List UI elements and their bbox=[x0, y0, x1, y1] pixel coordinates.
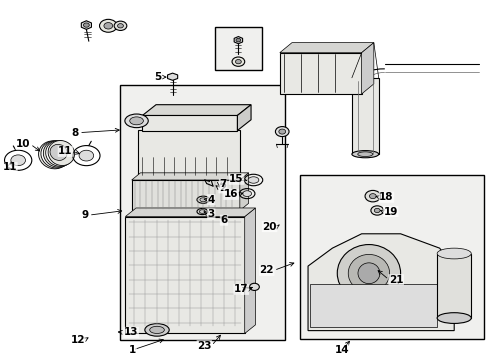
Ellipse shape bbox=[242, 191, 251, 197]
Text: 20: 20 bbox=[262, 222, 276, 231]
Polygon shape bbox=[239, 173, 248, 211]
Text: 22: 22 bbox=[259, 265, 273, 275]
Ellipse shape bbox=[129, 117, 143, 125]
Text: 12: 12 bbox=[70, 334, 85, 345]
Circle shape bbox=[278, 129, 285, 134]
Circle shape bbox=[370, 206, 383, 215]
Ellipse shape bbox=[200, 198, 206, 202]
Ellipse shape bbox=[436, 248, 470, 259]
Text: 15: 15 bbox=[229, 174, 243, 184]
Circle shape bbox=[79, 150, 94, 161]
Circle shape bbox=[104, 23, 112, 29]
Circle shape bbox=[117, 24, 123, 28]
Circle shape bbox=[83, 23, 89, 27]
Bar bbox=[351, 78, 378, 154]
Circle shape bbox=[11, 155, 25, 166]
Polygon shape bbox=[361, 42, 373, 94]
Circle shape bbox=[373, 208, 379, 213]
Circle shape bbox=[249, 283, 259, 291]
Circle shape bbox=[100, 19, 117, 32]
Ellipse shape bbox=[337, 244, 400, 302]
Text: 11: 11 bbox=[58, 146, 73, 156]
Bar bbox=[310, 284, 436, 327]
Text: 6: 6 bbox=[220, 215, 227, 225]
Text: 2: 2 bbox=[219, 183, 225, 193]
Ellipse shape bbox=[247, 177, 258, 183]
Circle shape bbox=[365, 190, 380, 202]
Text: 16: 16 bbox=[224, 189, 238, 199]
Text: 4: 4 bbox=[207, 195, 215, 205]
Polygon shape bbox=[307, 234, 453, 330]
Text: 23: 23 bbox=[197, 341, 211, 351]
Polygon shape bbox=[234, 37, 242, 44]
Text: 19: 19 bbox=[383, 207, 397, 217]
Text: 9: 9 bbox=[81, 210, 89, 220]
Bar bbox=[215, 27, 261, 69]
Text: 7: 7 bbox=[219, 179, 226, 189]
Ellipse shape bbox=[50, 144, 67, 161]
Text: 10: 10 bbox=[16, 139, 30, 149]
Bar bbox=[125, 217, 244, 333]
Ellipse shape bbox=[43, 141, 72, 167]
Ellipse shape bbox=[357, 152, 372, 157]
Ellipse shape bbox=[45, 141, 73, 166]
Polygon shape bbox=[237, 105, 250, 131]
Text: 17: 17 bbox=[234, 284, 248, 294]
Ellipse shape bbox=[149, 326, 164, 333]
Text: 5: 5 bbox=[154, 72, 162, 82]
Text: 21: 21 bbox=[388, 275, 403, 285]
Polygon shape bbox=[131, 173, 248, 180]
Text: 1: 1 bbox=[129, 345, 136, 355]
Ellipse shape bbox=[39, 141, 69, 169]
Bar bbox=[131, 180, 239, 211]
Ellipse shape bbox=[199, 210, 205, 213]
Ellipse shape bbox=[144, 324, 169, 336]
Text: 14: 14 bbox=[334, 345, 349, 355]
Ellipse shape bbox=[436, 313, 470, 323]
Circle shape bbox=[236, 39, 240, 42]
Bar bbox=[120, 85, 285, 339]
Polygon shape bbox=[142, 105, 250, 116]
Polygon shape bbox=[81, 21, 91, 30]
Circle shape bbox=[235, 59, 241, 64]
Ellipse shape bbox=[124, 114, 148, 128]
Bar bbox=[137, 130, 239, 176]
Polygon shape bbox=[125, 208, 255, 217]
Bar bbox=[279, 53, 361, 94]
Bar bbox=[436, 253, 470, 318]
Text: 3: 3 bbox=[207, 209, 215, 219]
Bar bbox=[142, 116, 237, 131]
Ellipse shape bbox=[351, 150, 378, 158]
Ellipse shape bbox=[357, 263, 379, 284]
Ellipse shape bbox=[347, 255, 389, 292]
Circle shape bbox=[368, 194, 375, 199]
Polygon shape bbox=[279, 42, 373, 53]
Circle shape bbox=[114, 21, 126, 31]
Ellipse shape bbox=[41, 141, 70, 168]
Bar bbox=[300, 175, 484, 339]
Circle shape bbox=[275, 127, 288, 136]
Circle shape bbox=[232, 57, 244, 66]
Polygon shape bbox=[244, 208, 255, 333]
Text: 18: 18 bbox=[378, 192, 393, 202]
Text: 8: 8 bbox=[72, 128, 79, 138]
Ellipse shape bbox=[48, 140, 75, 166]
Text: 13: 13 bbox=[123, 327, 138, 337]
Polygon shape bbox=[167, 73, 177, 80]
Text: 11: 11 bbox=[2, 162, 17, 172]
